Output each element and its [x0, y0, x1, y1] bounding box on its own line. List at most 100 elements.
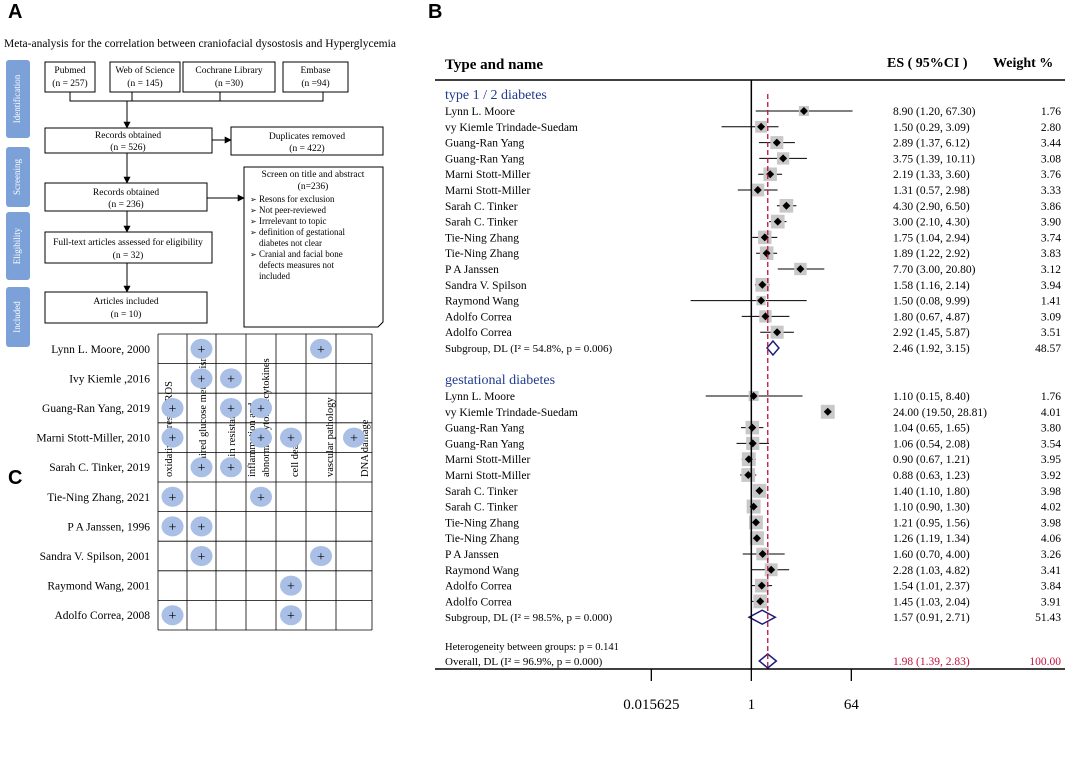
- matrix-column-header: vascular pathology: [325, 397, 336, 477]
- stage-tab-identification: [6, 60, 30, 138]
- study-name: Guang-Ran Yang: [445, 423, 524, 435]
- study-name: vy Kiemle Trindade-Suedam: [445, 122, 578, 134]
- exclusion-item: diabetes not clear: [259, 238, 322, 248]
- bullet-icon: ➢: [250, 228, 257, 237]
- study-name: Marni Stott-Miller: [445, 169, 530, 181]
- records-obtained-1-n: (n = 526): [110, 142, 145, 153]
- study-name: Adolfo Correa: [445, 581, 512, 593]
- matrix-row-label: Ivy Kiemle ,2016: [69, 373, 150, 385]
- weight-value: 3.94: [1041, 280, 1061, 292]
- study-name: Guang-Ran Yang: [445, 153, 524, 165]
- weight-value: 3.54: [1041, 438, 1061, 450]
- study-name: vy Kiemle Trindade-Suedam: [445, 407, 578, 419]
- point-estimate: [796, 265, 805, 273]
- matrix-row-label: P A Janssen, 1996: [67, 521, 150, 533]
- study-name: Tie-Ning Zhang: [445, 533, 519, 545]
- point-estimate: [758, 550, 767, 558]
- weight-value: 3.98: [1041, 486, 1061, 498]
- forest-row: Tie-Ning Zhang 1.26 (1.19, 1.34) 4.06: [445, 531, 1061, 546]
- summary-weight: 48.57: [1035, 343, 1061, 355]
- panel-label-c: C: [8, 467, 23, 489]
- forest-row: vy Kiemle Trindade-Suedam 1.50 (0.29, 3.0…: [445, 120, 1061, 134]
- es-ci-value: 4.30 (2.90, 6.50): [893, 201, 970, 213]
- exclusion-item: Resons for exclusion: [259, 194, 335, 204]
- point-estimate: [756, 597, 765, 606]
- study-name: Tie-Ning Zhang: [445, 232, 519, 244]
- summary-weight: 51.43: [1035, 612, 1061, 624]
- study-name: Sarah C. Tinker: [445, 486, 518, 498]
- plus-mark: +: [287, 609, 295, 624]
- es-ci-value: 0.90 (0.67, 1.21): [893, 454, 970, 466]
- overall-row: Overall, DL (I² = 96.9%, p = 0.000) 1.98 …: [445, 653, 1061, 669]
- es-ci-value: 1.10 (0.90, 1.30): [893, 502, 970, 514]
- matrix-column-header: DNA damage: [360, 419, 371, 477]
- matrix-column-header: insulin resistance: [227, 404, 238, 477]
- matrix-row-label: Guang-Ran Yang, 2019: [42, 403, 150, 415]
- weight-value: 3.09: [1041, 311, 1061, 323]
- forest-row: Marni Stott-Miller 0.88 (0.63, 1.23) 3.92: [445, 468, 1061, 482]
- study-name: P A Janssen: [445, 549, 499, 561]
- duplicates-removed-n: (n = 422): [289, 143, 324, 154]
- plus-mark: +: [350, 432, 358, 447]
- mechanism-bubble: [161, 605, 184, 626]
- weight-value: 3.41: [1041, 565, 1061, 577]
- weight-value: 3.95: [1041, 454, 1061, 466]
- study-name: Sarah C. Tinker: [445, 502, 518, 514]
- es-ci-value: 3.75 (1.39, 10.11): [893, 153, 975, 165]
- mechanism-bubble: [190, 546, 213, 566]
- study-name: Marni Stott-Miller: [445, 185, 530, 197]
- study-name: Sarah C. Tinker: [445, 201, 518, 213]
- es-ci-value: 1.75 (1.04, 2.94): [893, 232, 970, 244]
- es-ci-value: 1.10 (0.15, 8.40): [893, 391, 970, 403]
- plus-mark: +: [257, 402, 265, 417]
- records-obtained-2-label: Records obtained: [93, 188, 159, 198]
- plus-mark: +: [198, 461, 206, 476]
- database-name: Web of Science: [115, 65, 174, 76]
- es-ci-value: 2.28 (1.03, 4.82): [893, 565, 970, 577]
- es-ci-value: 1.04 (0.65, 1.65): [893, 423, 970, 435]
- point-estimate: [755, 486, 764, 495]
- plus-mark: +: [198, 343, 206, 358]
- weight-value: 3.86: [1041, 201, 1061, 213]
- mechanism-bubble: [161, 398, 184, 418]
- summary-diamond: [747, 609, 777, 626]
- study-name: Tie-Ning Zhang: [445, 517, 519, 529]
- point-estimate: [757, 122, 766, 131]
- weight-value: 3.74: [1041, 232, 1061, 244]
- mechanism-bubble: [161, 427, 184, 448]
- study-name: Adolfo Correa: [445, 311, 512, 323]
- plus-mark: +: [257, 491, 265, 506]
- database-count: (n = 145): [127, 78, 162, 89]
- database-count: (n =30): [215, 78, 243, 89]
- weight-value: 4.06: [1041, 533, 1061, 545]
- stage-label: Eligibility: [12, 227, 22, 264]
- database-name: Embase: [300, 66, 330, 76]
- fulltext-label: Full-text articles assessed for eligibil…: [53, 237, 203, 248]
- weight-value: 3.83: [1041, 248, 1061, 260]
- es-ci-value: 2.19 (1.33, 3.60): [893, 169, 970, 181]
- summary-diamond: [758, 653, 778, 669]
- stage-tab-included: [6, 287, 30, 347]
- mechanism-bubble: [250, 398, 272, 418]
- summary-label: Subgroup, DL (I² = 54.8%, p = 0.006): [445, 343, 612, 355]
- study-name: Raymond Wang: [445, 565, 519, 577]
- mechanism-bubble: [280, 605, 302, 626]
- plus-mark: +: [317, 550, 325, 565]
- point-estimate: [751, 518, 760, 527]
- mechanism-matrix: oxidative stress、ROSimpaired glucose met…: [36, 333, 373, 631]
- es-ci-value: 1.89 (1.22, 2.92): [893, 248, 970, 260]
- es-ci-value: 1.50 (0.29, 3.09): [893, 122, 970, 134]
- es-ci-value: 1.50 (0.08, 9.99): [893, 296, 970, 308]
- es-ci-value: 1.21 (0.95, 1.56): [893, 517, 970, 529]
- forest-row: P A Janssen 1.60 (0.70, 4.00) 3.26: [445, 547, 1061, 561]
- point-estimate: [753, 186, 762, 194]
- matrix-row-label: Raymond Wang, 2001: [47, 581, 150, 593]
- matrix-column-header: abnormal cytokinecytokines: [261, 358, 272, 477]
- mechanism-bubble: [280, 427, 302, 448]
- plus-mark: +: [317, 343, 325, 358]
- forest-row: Raymond Wang 1.50 (0.08, 9.99) 1.41: [445, 296, 1061, 308]
- weight-value: 2.80: [1041, 122, 1061, 134]
- plus-mark: +: [227, 461, 235, 476]
- plus-mark: +: [227, 402, 235, 417]
- header-weight: Weight %: [993, 56, 1053, 71]
